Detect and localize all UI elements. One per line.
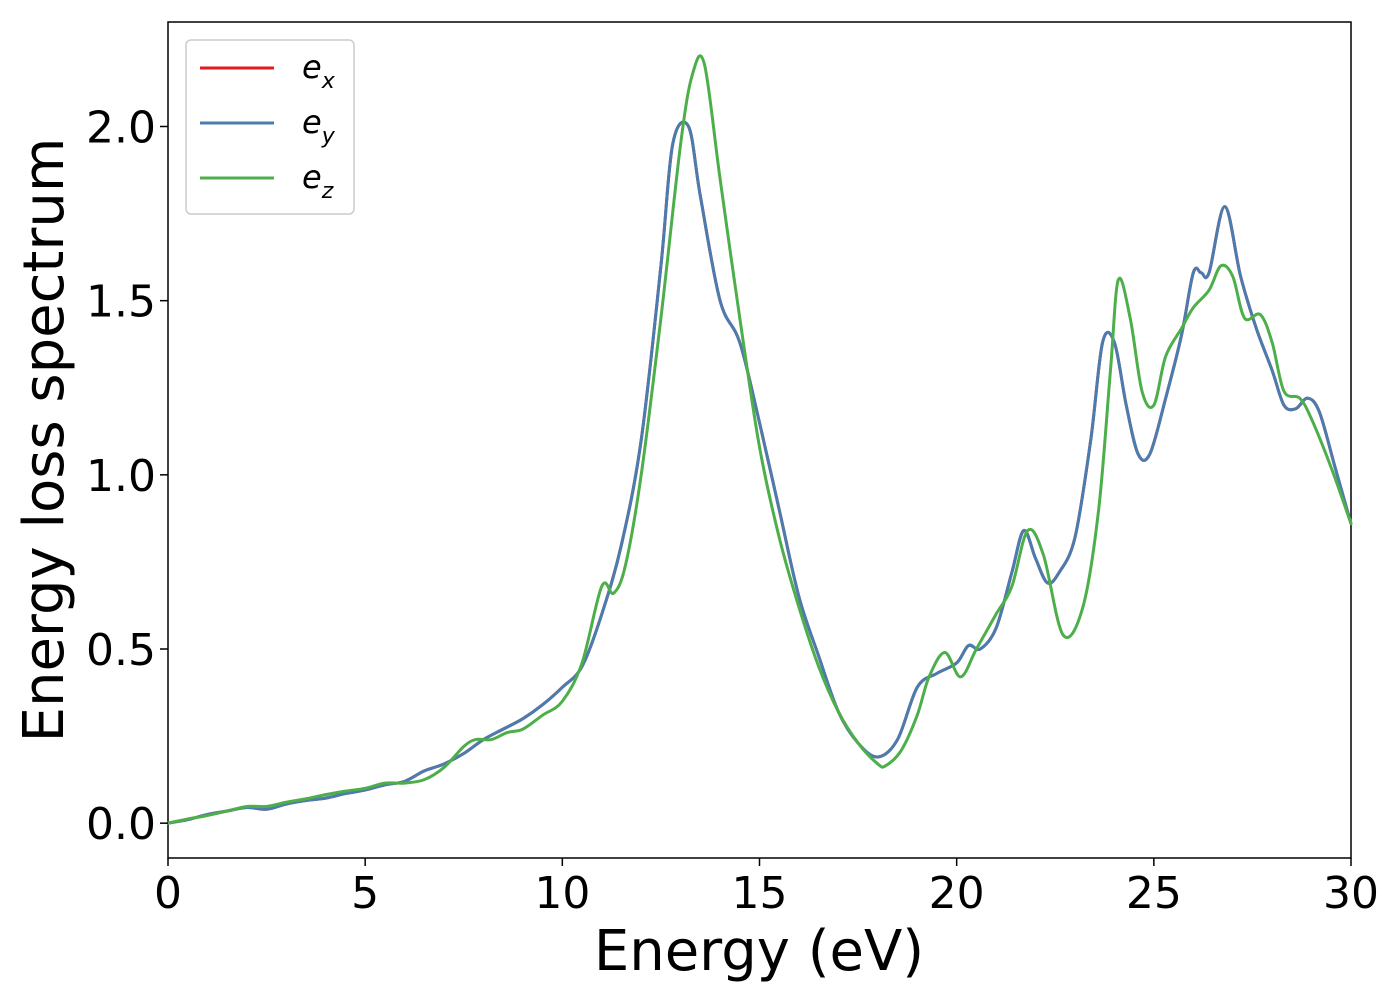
series-line-ez bbox=[166, 54, 1353, 825]
x-tick-label: 30 bbox=[1323, 868, 1379, 919]
x-tick-label: 5 bbox=[351, 868, 379, 919]
y-tick-label: 1.0 bbox=[86, 451, 156, 502]
legend-subscript: z bbox=[321, 179, 334, 204]
y-tick-label: 1.5 bbox=[86, 277, 156, 328]
x-tick-label: 15 bbox=[732, 868, 788, 919]
x-tick-label: 0 bbox=[154, 868, 182, 919]
x-tick-label: 20 bbox=[929, 868, 985, 919]
series-layer bbox=[166, 54, 1353, 825]
y-axis-label: Energy loss spectrum bbox=[12, 138, 77, 743]
x-axis-ticks: 0 5 10 15 20 25 30 bbox=[154, 858, 1379, 919]
y-axis-ticks: 0.0 0.5 1.0 1.5 2.0 bbox=[86, 103, 168, 850]
y-tick-label: 0.0 bbox=[86, 799, 156, 850]
legend-frame bbox=[185, 39, 355, 215]
y-tick-label: 0.5 bbox=[86, 625, 156, 676]
x-tick-label: 25 bbox=[1126, 868, 1182, 919]
x-tick-label: 10 bbox=[534, 868, 590, 919]
x-axis-label: Energy (eV) bbox=[594, 919, 924, 984]
legend-subscript: x bbox=[321, 69, 336, 94]
y-tick-label: 2.0 bbox=[86, 103, 156, 154]
legend-subscript: y bbox=[321, 124, 336, 149]
